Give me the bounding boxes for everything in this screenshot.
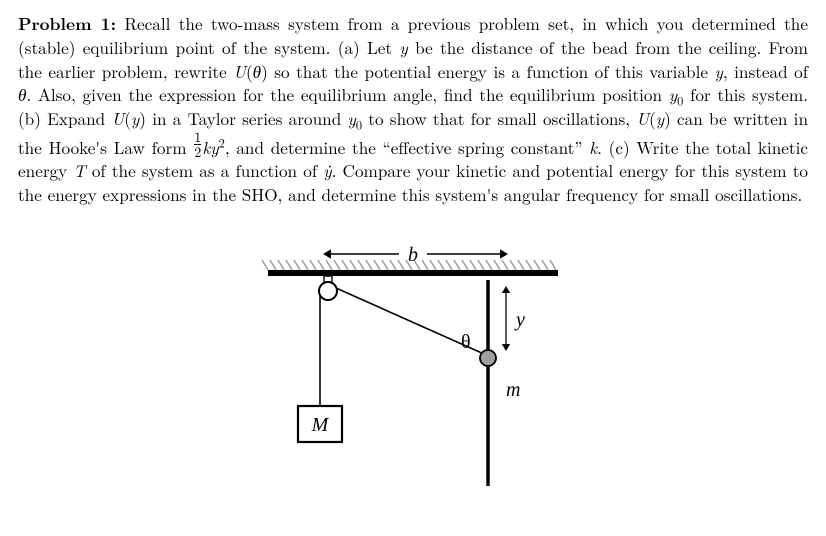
svg-text:M: M: [311, 414, 330, 436]
svg-text:m: m: [506, 379, 520, 401]
two-mass-system-diagram: b Mm θ y: [248, 236, 578, 496]
svg-text:θ: θ: [461, 331, 471, 353]
problem-paragraph: Problem 1: Recall the two-mass system fr…: [18, 12, 808, 206]
svg-text:b: b: [408, 244, 418, 266]
svg-text:y: y: [514, 309, 525, 331]
problem-body: Recall the two-mass system from a previo…: [18, 11, 808, 206]
figure-container: b Mm θ y: [18, 236, 808, 496]
problem-label: Problem 1:: [18, 12, 116, 36]
